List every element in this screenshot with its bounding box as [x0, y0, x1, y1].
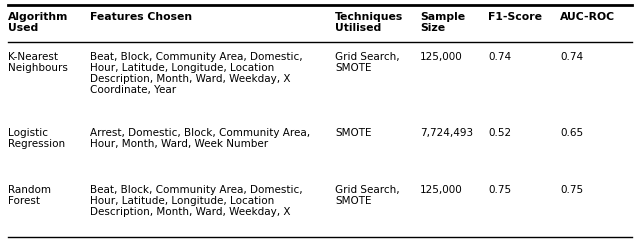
Text: Grid Search,: Grid Search,: [335, 52, 399, 62]
Text: 125,000: 125,000: [420, 185, 463, 195]
Text: Grid Search,: Grid Search,: [335, 185, 399, 195]
Text: Random: Random: [8, 185, 51, 195]
Text: Beat, Block, Community Area, Domestic,: Beat, Block, Community Area, Domestic,: [90, 52, 303, 62]
Text: Coordinate, Year: Coordinate, Year: [90, 85, 176, 95]
Text: 0.75: 0.75: [488, 185, 511, 195]
Text: 0.65: 0.65: [560, 128, 583, 138]
Text: Hour, Latitude, Longitude, Location: Hour, Latitude, Longitude, Location: [90, 63, 275, 73]
Text: 7,724,493: 7,724,493: [420, 128, 473, 138]
Text: AUC-ROC: AUC-ROC: [560, 12, 615, 22]
Text: 0.52: 0.52: [488, 128, 511, 138]
Text: SMOTE: SMOTE: [335, 128, 371, 138]
Text: SMOTE: SMOTE: [335, 63, 371, 73]
Text: 125,000: 125,000: [420, 52, 463, 62]
Text: Description, Month, Ward, Weekday, X: Description, Month, Ward, Weekday, X: [90, 74, 291, 84]
Text: K-Nearest: K-Nearest: [8, 52, 58, 62]
Text: Techniques: Techniques: [335, 12, 403, 22]
Text: 0.74: 0.74: [488, 52, 511, 62]
Text: Hour, Month, Ward, Week Number: Hour, Month, Ward, Week Number: [90, 139, 268, 149]
Text: Arrest, Domestic, Block, Community Area,: Arrest, Domestic, Block, Community Area,: [90, 128, 310, 138]
Text: Beat, Block, Community Area, Domestic,: Beat, Block, Community Area, Domestic,: [90, 185, 303, 195]
Text: SMOTE: SMOTE: [335, 196, 371, 206]
Text: Neighbours: Neighbours: [8, 63, 68, 73]
Text: Regression: Regression: [8, 139, 65, 149]
Text: Description, Month, Ward, Weekday, X: Description, Month, Ward, Weekday, X: [90, 207, 291, 217]
Text: Features Chosen: Features Chosen: [90, 12, 192, 22]
Text: Algorithm: Algorithm: [8, 12, 68, 22]
Text: Utilised: Utilised: [335, 23, 381, 33]
Text: Sample: Sample: [420, 12, 465, 22]
Text: Used: Used: [8, 23, 38, 33]
Text: Forest: Forest: [8, 196, 40, 206]
Text: F1-Score: F1-Score: [488, 12, 542, 22]
Text: Hour, Latitude, Longitude, Location: Hour, Latitude, Longitude, Location: [90, 196, 275, 206]
Text: Size: Size: [420, 23, 445, 33]
Text: 0.74: 0.74: [560, 52, 583, 62]
Text: 0.75: 0.75: [560, 185, 583, 195]
Text: Logistic: Logistic: [8, 128, 48, 138]
